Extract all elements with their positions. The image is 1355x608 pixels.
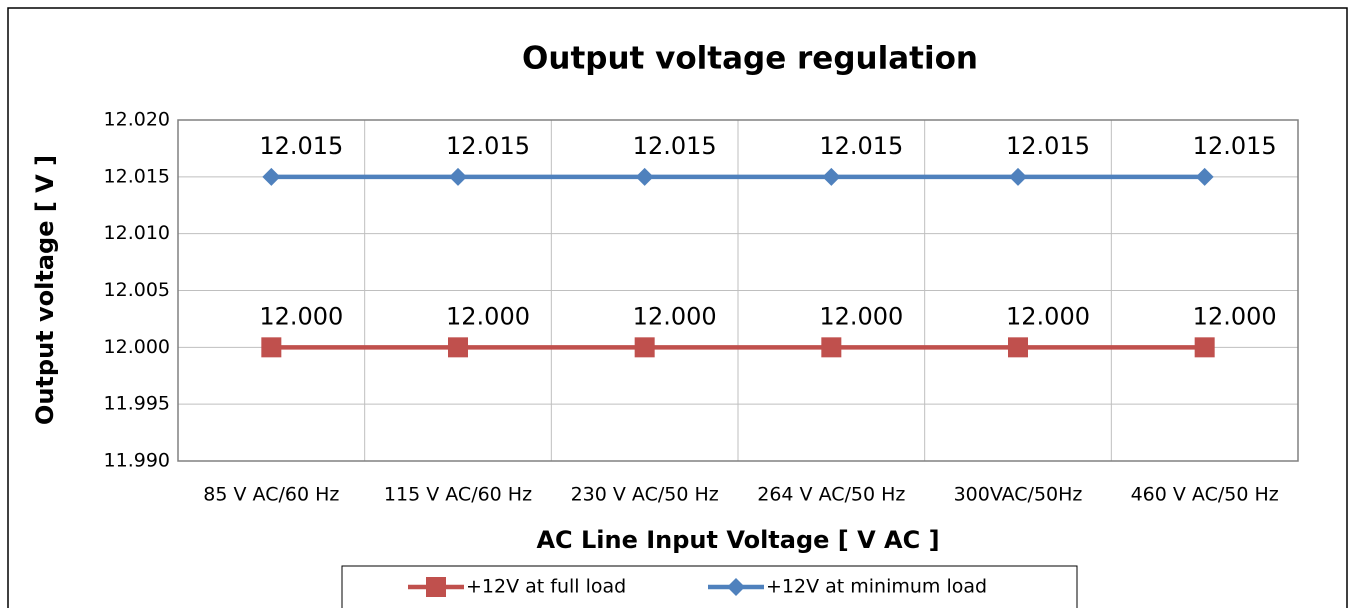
- data-point: [1195, 167, 1214, 186]
- data-point: [1009, 167, 1027, 186]
- data-label: 12.015: [819, 132, 903, 160]
- plot-area: [177, 119, 1299, 462]
- data-label: 12.015: [259, 132, 343, 160]
- data-label: 12.015: [633, 132, 717, 160]
- data-point: [1008, 337, 1028, 358]
- data-label: 12.000: [633, 302, 717, 330]
- data-label: 12.000: [259, 302, 343, 330]
- data-label: 12.015: [1193, 132, 1277, 160]
- data-point: [261, 337, 282, 358]
- data-point: [1194, 337, 1215, 358]
- x-tick-label: 264 V AC/50 Hz: [757, 484, 905, 506]
- data-label: 12.015: [446, 132, 530, 160]
- x-tick-label: 230 V AC/50 Hz: [571, 484, 719, 506]
- y-axis-title: Output voltage [ V ]: [31, 155, 59, 425]
- data-label: 12.000: [1006, 302, 1090, 330]
- x-tick-label: 300VAC/50Hz: [954, 484, 1083, 506]
- chart-frame: [7, 7, 1348, 608]
- x-tick-label: 85 V AC/60 Hz: [203, 484, 339, 506]
- data-label: 12.000: [1193, 302, 1277, 330]
- legend-label: +12V at minimum load: [766, 576, 987, 598]
- data-point: [821, 337, 842, 358]
- y-tick-label: 11.995: [104, 393, 170, 415]
- y-tick-label: 12.020: [104, 109, 170, 131]
- y-tick-label: 11.990: [104, 450, 170, 472]
- data-point: [634, 337, 655, 358]
- data-label: 12.000: [819, 302, 903, 330]
- data-point: [635, 167, 654, 186]
- x-tick-label: 115 V AC/60 Hz: [384, 484, 532, 506]
- y-tick-label: 12.000: [104, 336, 170, 358]
- legend-marker: [426, 577, 446, 597]
- data-point: [822, 167, 841, 186]
- data-label: 12.015: [1006, 132, 1090, 160]
- data-point: [448, 337, 468, 358]
- chart-title: Output voltage regulation: [522, 41, 978, 77]
- y-tick-label: 12.005: [104, 279, 170, 301]
- y-tick-label: 12.015: [104, 165, 170, 187]
- data-label: 12.000: [446, 302, 530, 330]
- data-point: [449, 167, 467, 186]
- x-axis-title: AC Line Input Voltage [ V AC ]: [536, 526, 939, 554]
- y-tick-label: 12.010: [104, 222, 170, 244]
- legend-marker: [727, 578, 745, 596]
- legend-label: +12V at full load: [466, 576, 626, 598]
- x-tick-label: 460 V AC/50 Hz: [1131, 484, 1279, 506]
- data-point: [262, 167, 281, 186]
